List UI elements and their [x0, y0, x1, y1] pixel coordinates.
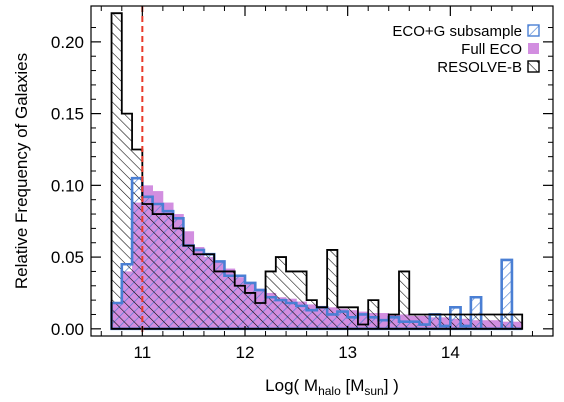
series-resolve-b-outline	[110, 12, 524, 330]
x-tick-label: 11	[134, 343, 152, 362]
x-axis-title: Log( Mhalo [Msun] )	[265, 376, 399, 398]
y-tick-label: 0.15	[51, 105, 84, 124]
plot-area	[110, 6, 524, 336]
series-resolve-b-hatch	[111, 13, 523, 329]
legend-label-eco-g-subsample: ECO+G subsample	[392, 23, 522, 40]
y-axis-title: Relative Frequency of Galaxies	[12, 53, 31, 289]
x-tick-label: 12	[236, 343, 255, 362]
legend-swatch-resolve-b	[527, 60, 540, 73]
legend-swatch-eco-g-subsample	[527, 24, 540, 37]
x-tick-label: 14	[441, 343, 460, 362]
legend-label-resolve-b: RESOLVE-B	[437, 59, 522, 76]
legend-swatch-full-eco	[528, 43, 539, 54]
y-tick-label: 0.10	[51, 176, 84, 195]
y-tick-label: 0.00	[51, 320, 84, 339]
axes: 11 12 13 14 0.00 0.05 0.10 0.15 0.20	[51, 6, 553, 362]
legend-label-full-eco: Full ECO	[461, 41, 522, 58]
y-tick-label: 0.20	[51, 33, 84, 52]
x-tick-label: 13	[338, 343, 357, 362]
y-tick-label: 0.05	[51, 248, 84, 267]
